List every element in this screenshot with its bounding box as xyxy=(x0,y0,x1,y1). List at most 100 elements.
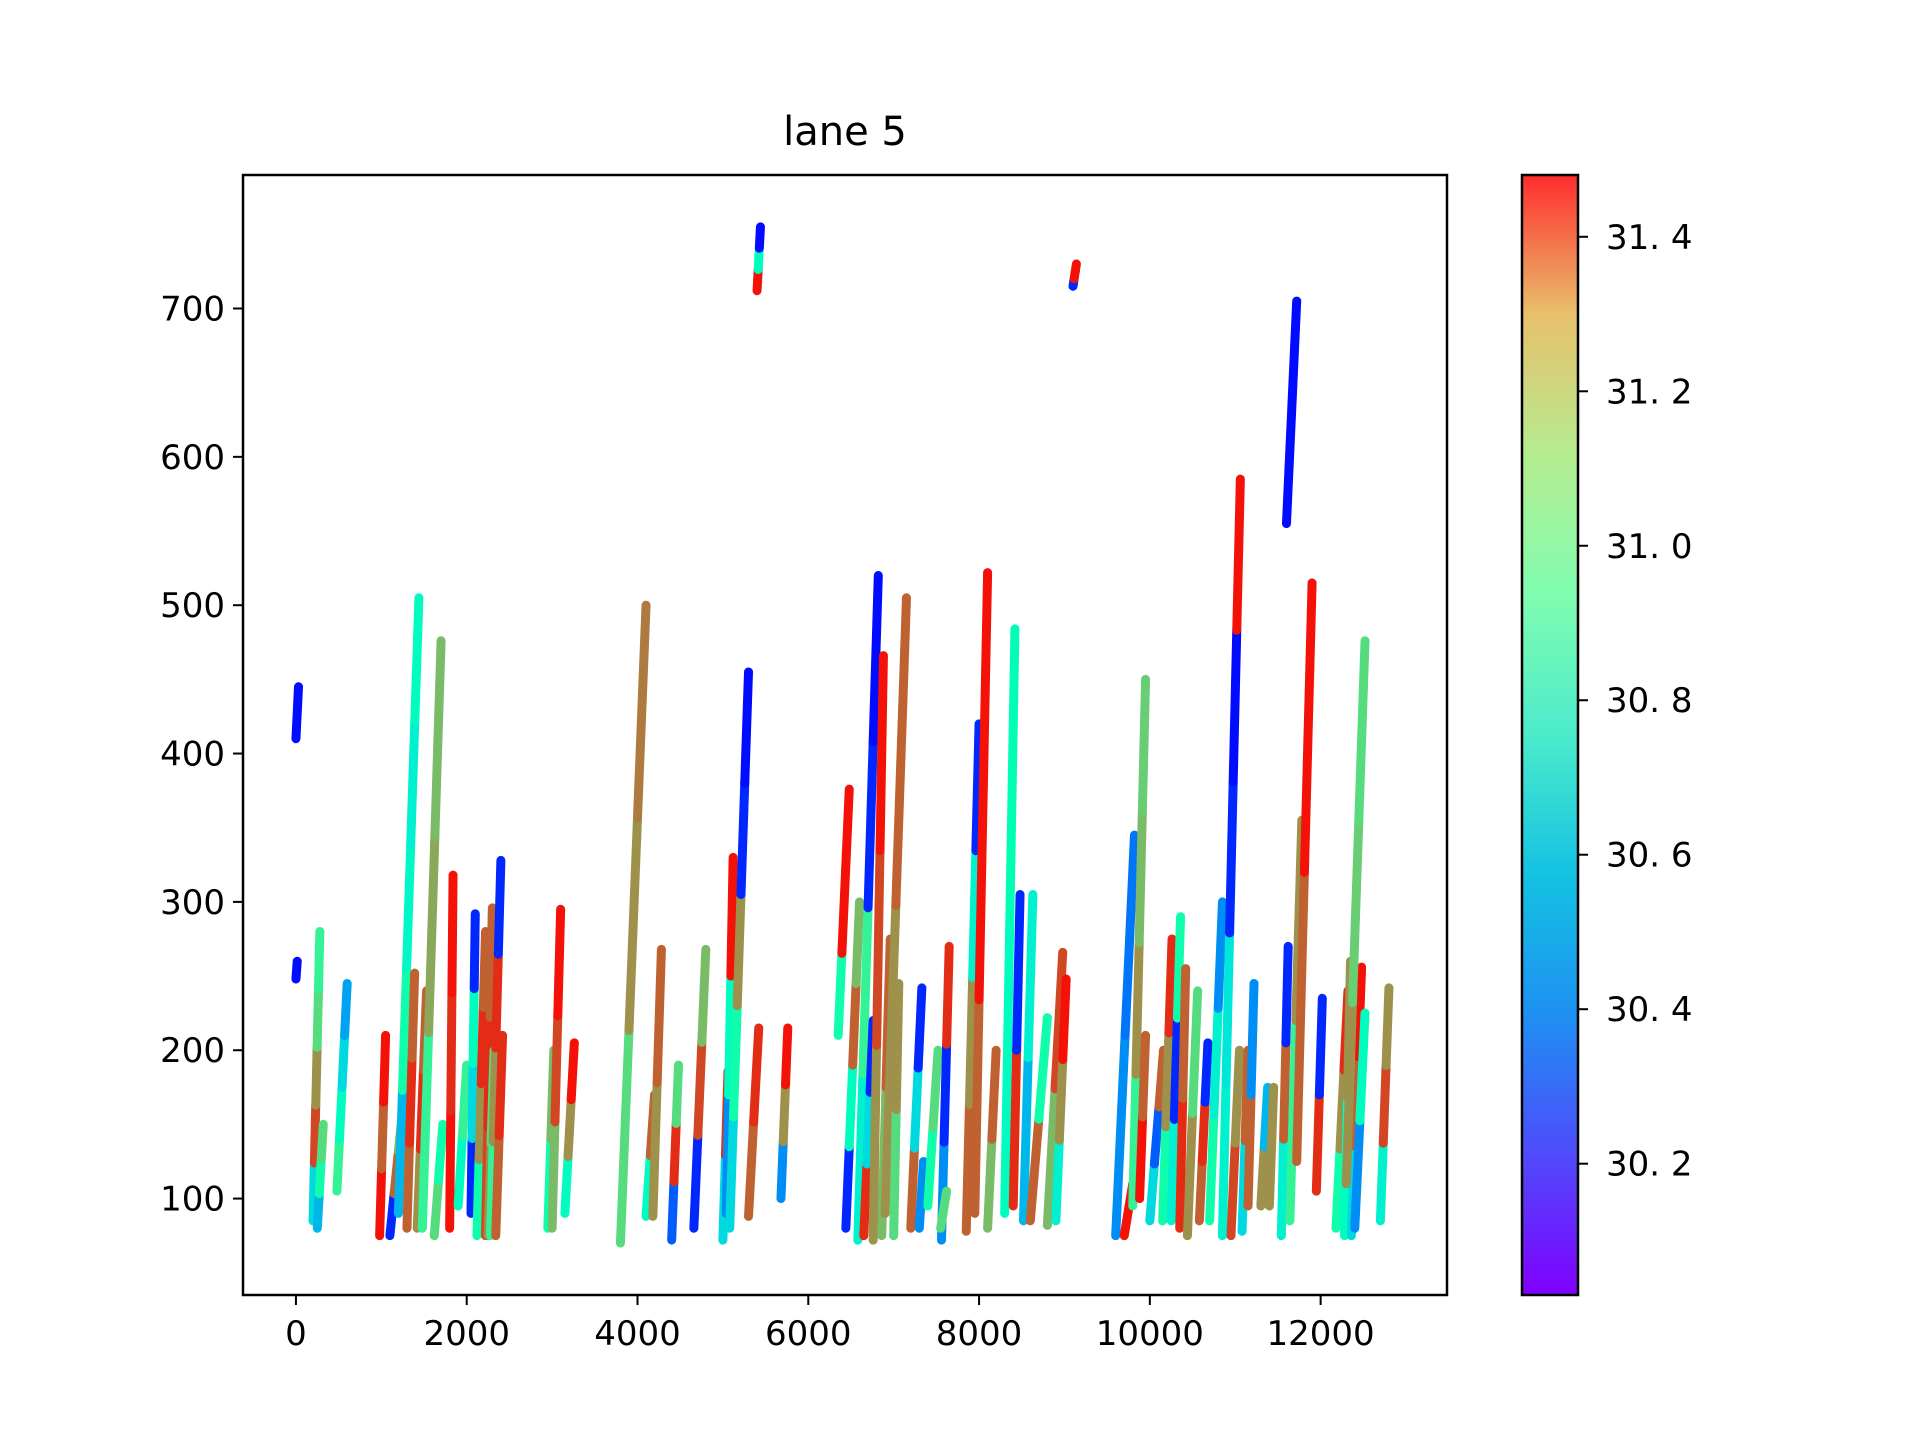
trajectory-segment xyxy=(1005,624,1020,926)
trajectory-segment xyxy=(1197,1097,1210,1166)
trajectory-segment xyxy=(1175,1093,1188,1233)
trajectory-segment xyxy=(964,973,978,1109)
trajectory-segment xyxy=(983,1134,997,1233)
trajectory-segment xyxy=(1221,928,1235,1089)
trajectory xyxy=(1375,983,1394,1226)
trajectory-segment xyxy=(968,846,981,983)
x-tick-label: 12000 xyxy=(1267,1314,1375,1354)
trajectory-segment xyxy=(853,1069,868,1245)
x-axis: 0 2000 4000 6000 8000 10000 12000 xyxy=(285,1295,1375,1354)
colorbar: 30. 2 30. 4 30. 6 30. 8 31. 0 31. 2 31. 4 xyxy=(1520,173,1693,1297)
trajectory-segment xyxy=(1335,1065,1349,1154)
trajectory-segment xyxy=(833,948,847,1040)
trajectory xyxy=(375,1030,391,1241)
trajectory-segment xyxy=(868,571,883,747)
trajectory-segment xyxy=(848,978,861,1070)
trajectory-segment xyxy=(494,1030,508,1141)
trajectory-segment xyxy=(1018,1053,1033,1226)
x-tick-label: 10000 xyxy=(1096,1314,1204,1354)
trajectory-segment xyxy=(633,600,651,823)
trajectory-segment xyxy=(1341,998,1358,1189)
trajectory-segment xyxy=(1353,962,1367,1062)
trajectory-segment xyxy=(1161,1028,1174,1132)
trajectory-segment xyxy=(1042,1084,1060,1230)
trajectory-segment xyxy=(486,1137,498,1241)
trajectory-segment xyxy=(1217,1079,1231,1241)
trajectory xyxy=(1350,1008,1370,1233)
trajectory xyxy=(983,1045,1001,1233)
trajectory-segment xyxy=(841,1142,854,1233)
trajectory xyxy=(1276,941,1293,1241)
trajectory-segment xyxy=(615,1025,634,1248)
colorbar-tick-label: 31. 4 xyxy=(1606,218,1693,258)
trajectory-segment xyxy=(880,901,901,1218)
trajectory xyxy=(1341,636,1370,1189)
trajectory-segment xyxy=(724,971,736,1100)
trajectory-segment xyxy=(837,866,851,958)
trajectory-segment xyxy=(1375,1138,1388,1226)
trajectory-segment xyxy=(914,1156,929,1233)
trajectory-segment xyxy=(909,1063,923,1153)
trajectory-segment xyxy=(314,1154,326,1199)
trajectory xyxy=(393,593,424,1218)
trajectory-segment xyxy=(858,903,873,1079)
x-tick-label: 0 xyxy=(285,1314,307,1354)
trajectory-segment xyxy=(340,978,352,1040)
trajectory-segment xyxy=(313,927,325,994)
trajectory xyxy=(417,636,446,1233)
trajectory-segment xyxy=(1051,1135,1064,1226)
trajectory-segment xyxy=(1000,916,1015,1218)
trajectory-segment xyxy=(736,778,750,899)
trajectory xyxy=(491,1030,508,1241)
trajectory-segment xyxy=(1178,964,1191,1103)
trajectory-segment xyxy=(1230,1045,1245,1148)
trajectory-segment xyxy=(1378,1061,1391,1148)
trajectory-segment xyxy=(332,1134,344,1196)
trajectory-segment xyxy=(624,813,643,1035)
trajectory-segment xyxy=(417,1027,434,1233)
trajectory-segment xyxy=(971,719,984,856)
trajectory xyxy=(648,944,666,1221)
trajectory-segment xyxy=(316,1119,328,1164)
trajectory xyxy=(429,1119,448,1241)
trajectory xyxy=(1128,674,1151,1211)
trajectory xyxy=(1226,1045,1245,1241)
trajectory-segment xyxy=(863,737,878,913)
trajectory-segment xyxy=(891,593,911,911)
trajectory-segment xyxy=(1354,636,1370,827)
trajectory-segment xyxy=(889,1105,901,1241)
trajectory xyxy=(1292,578,1317,1166)
trajectory-segment xyxy=(844,1060,858,1152)
trajectory-segment xyxy=(1137,674,1151,816)
trajectory xyxy=(453,1060,472,1211)
trajectory-segment xyxy=(1050,947,1068,1094)
trajectory-segment xyxy=(778,1080,791,1147)
colorbar-ticks: 30. 2 30. 4 30. 6 30. 8 31. 0 31. 2 31. 4 xyxy=(1578,218,1693,1185)
trajectory-segment xyxy=(469,909,480,994)
trajectory xyxy=(560,1038,579,1218)
trajectory xyxy=(906,983,927,1233)
trajectory-segment xyxy=(942,941,954,1049)
trajectory xyxy=(667,1060,683,1245)
colorbar-frame xyxy=(1520,173,1580,1297)
trajectory xyxy=(923,1045,943,1211)
trajectory-segment xyxy=(385,1189,399,1241)
trajectory-segment xyxy=(728,1001,742,1122)
trajectory xyxy=(1166,912,1186,1226)
trajectory-segment xyxy=(485,903,497,1022)
trajectory xyxy=(868,651,888,1245)
trajectory-segment xyxy=(740,667,754,788)
trajectory-segment xyxy=(1012,889,1025,1055)
trajectory-segment xyxy=(1111,1030,1130,1241)
trajectory-segment xyxy=(291,956,302,984)
trajectory-segment xyxy=(652,944,666,1088)
trajectory-segment xyxy=(1166,1114,1179,1226)
colorbar-tick-label: 30. 6 xyxy=(1606,836,1693,876)
trajectory xyxy=(1194,1038,1213,1226)
trajectory-segment xyxy=(467,1059,478,1143)
trajectory-segment xyxy=(1232,474,1245,635)
trajectory-segment xyxy=(445,1106,456,1233)
trajectory-segment xyxy=(553,904,566,1021)
trajectory-segment xyxy=(1331,1144,1345,1233)
x-tick-label: 4000 xyxy=(594,1314,681,1354)
